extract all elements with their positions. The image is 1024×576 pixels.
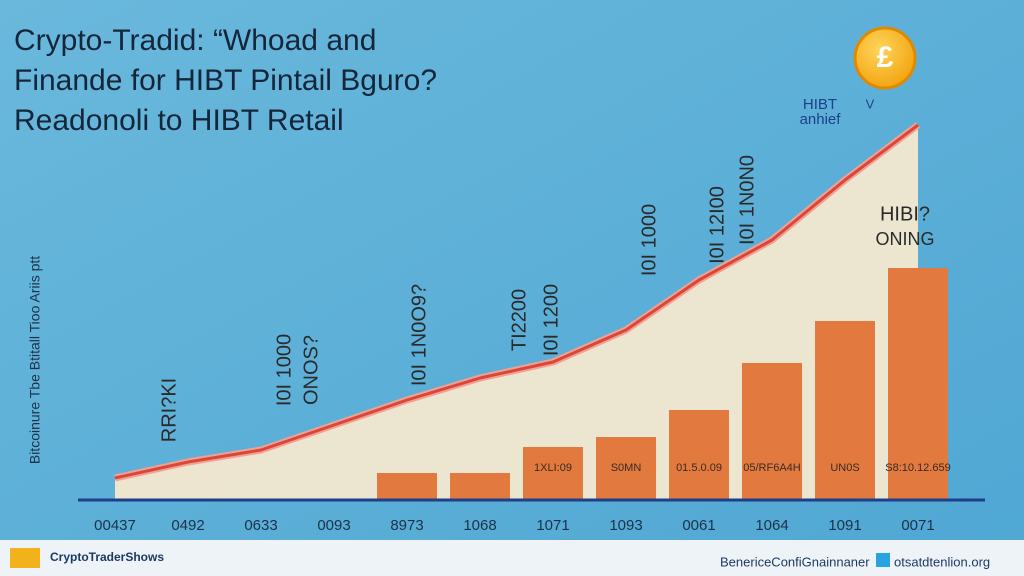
- x-tick-label: 0071: [901, 517, 934, 534]
- annotation: I0I 1000: [638, 204, 660, 276]
- x-tick-label: 1064: [755, 517, 788, 534]
- plot: 1XLI:09 S0MN 01.5.0.09 05/RF6A4H UN0S S8:10.1…: [78, 96, 985, 534]
- x-tick-label: 1091: [828, 517, 861, 534]
- footer-credit: BenericeConfiGnainnaner: [720, 554, 870, 569]
- annotation: HIBT: [803, 96, 837, 113]
- bar-note: 1XLI:09: [534, 462, 572, 474]
- bar: [742, 363, 802, 500]
- x-tick-label: 1071: [536, 517, 569, 534]
- footer-site: otsatdtenlion.org: [894, 554, 990, 569]
- annotation: anhief: [800, 111, 842, 128]
- title-line: Crypto-Tradid: “Whoad and: [14, 24, 376, 57]
- x-tick-label: 8973: [390, 517, 423, 534]
- title-line: Finande for HIBT Pintail Bguro?: [14, 64, 437, 97]
- line: [114, 123, 919, 480]
- footer-icon: [876, 553, 890, 567]
- x-tick-label: 00437: [94, 517, 136, 534]
- annotation: I0I 1N0O9?: [408, 284, 430, 386]
- bar-note: 05/RF6A4H: [743, 462, 801, 474]
- footer-brand: CryptoTraderShows: [50, 550, 164, 564]
- annotation: ONOS?: [300, 335, 322, 405]
- annotation: ONING: [875, 229, 934, 249]
- area-fill: [115, 125, 918, 500]
- bar: [669, 410, 729, 500]
- bar: [523, 447, 583, 500]
- bar: [377, 473, 437, 500]
- annotation: I0I 1N0N0: [736, 155, 758, 245]
- x-tick-label: 0093: [317, 517, 350, 534]
- bar-note: S8:10.12.659: [885, 462, 950, 474]
- title-line: Readonoli to HIBT Retail: [14, 104, 344, 137]
- annotation: I0I 1200: [540, 284, 562, 356]
- bar-note: S0MN: [611, 462, 642, 474]
- bar: [888, 268, 948, 500]
- bar-note: UN0S: [830, 462, 859, 474]
- coin-icon: [853, 26, 917, 90]
- bar-note: 01.5.0.09: [676, 462, 722, 474]
- brand-logo: [10, 548, 40, 568]
- y-axis-label: Bitcoinure Tbe Btitall Tioo Ariis ptt: [27, 256, 43, 464]
- annotation: V: [866, 96, 875, 111]
- bar: [596, 437, 656, 500]
- x-tick-label: 0061: [682, 517, 715, 534]
- x-tick-label: 1093: [609, 517, 642, 534]
- annotation: HIBI?: [880, 203, 930, 225]
- x-tick-label: 1068: [463, 517, 496, 534]
- bar: [815, 321, 875, 500]
- x-tick-label: 0492: [171, 517, 204, 534]
- bar: [450, 473, 510, 500]
- x-tick-label: 0633: [244, 517, 277, 534]
- footer-bar: [0, 540, 1024, 576]
- annotation: RRI?KI: [158, 378, 180, 442]
- annotation: I0I 1000: [273, 334, 295, 406]
- annotation: TI2200: [508, 289, 530, 351]
- annotation: I0I 12I00: [706, 186, 728, 264]
- coin-symbol: £: [877, 41, 894, 74]
